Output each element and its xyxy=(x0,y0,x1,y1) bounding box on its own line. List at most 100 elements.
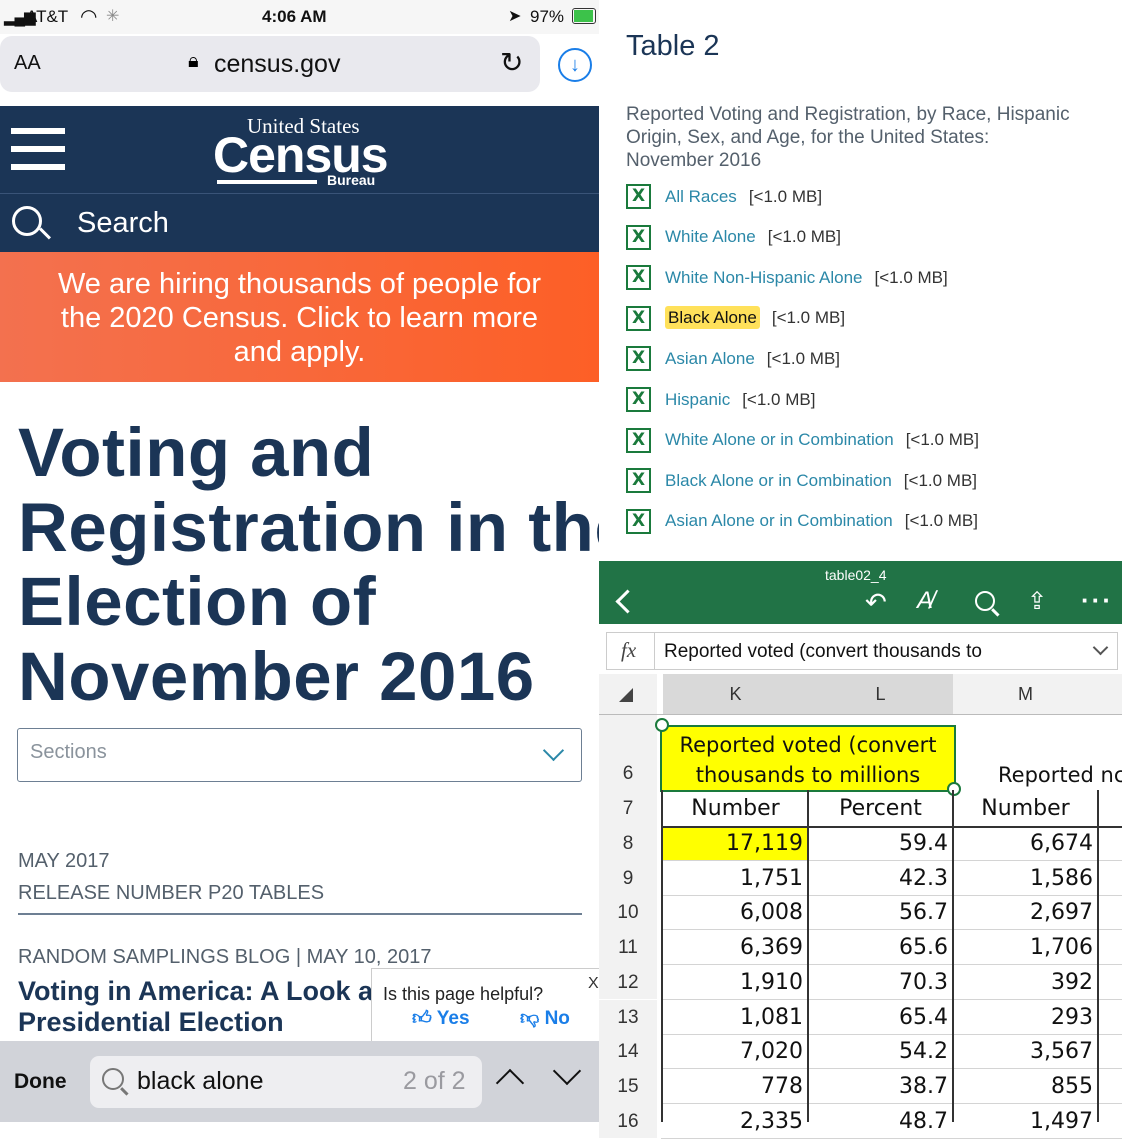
cell-m[interactable]: 392 xyxy=(1051,969,1093,995)
file-link[interactable]: Hispanic xyxy=(665,389,731,409)
cell-l[interactable]: 65.6 xyxy=(899,935,948,961)
cell-l[interactable]: 48.7 xyxy=(899,1108,948,1134)
row-header-7[interactable]: 7 xyxy=(599,790,657,826)
hamburger-menu-icon[interactable] xyxy=(11,128,65,172)
format-icon[interactable]: A̸ xyxy=(917,587,934,614)
cell-k[interactable]: 2,335 xyxy=(740,1108,803,1134)
cell-m[interactable]: 293 xyxy=(1051,1004,1093,1030)
file-size: [<1.0 MB] xyxy=(766,348,841,368)
blog-title-line-1[interactable]: Voting in America: A Look at xyxy=(18,976,383,1006)
close-icon[interactable]: X xyxy=(588,975,599,992)
file-row[interactable]: X All Races [<1.0 MB] xyxy=(626,184,822,214)
row-header[interactable] xyxy=(599,714,657,724)
selection-handle[interactable] xyxy=(947,782,961,796)
cell-m[interactable]: 1,586 xyxy=(1030,865,1093,891)
search-bar[interactable]: Search xyxy=(0,194,599,252)
file-link[interactable]: White Non-Hispanic Alone xyxy=(665,267,863,287)
selection-handle[interactable] xyxy=(655,718,669,732)
cell-k[interactable]: 1,751 xyxy=(740,865,803,891)
file-row[interactable]: X Asian Alone [<1.0 MB] xyxy=(626,346,840,376)
row-divider xyxy=(661,929,1122,931)
cell-k[interactable]: 6,008 xyxy=(740,900,803,926)
file-name: table02_4 xyxy=(825,567,887,583)
done-button[interactable]: Done xyxy=(14,1070,67,1093)
cell-m[interactable]: 6,674 xyxy=(1030,831,1093,856)
cell-k[interactable]: 1,910 xyxy=(740,969,803,995)
cell-k[interactable]: 1,081 xyxy=(740,1004,803,1030)
cell-l[interactable]: 70.3 xyxy=(899,969,948,995)
file-link[interactable]: White Alone xyxy=(665,227,756,247)
cell-l[interactable]: 56.7 xyxy=(899,900,948,926)
row-header-6[interactable]: 6 xyxy=(599,724,657,790)
hiring-banner[interactable]: We are hiring thousands of people for th… xyxy=(0,252,599,382)
undo-icon[interactable]: ↶ xyxy=(865,587,887,617)
reload-icon[interactable]: ↻ xyxy=(500,47,524,78)
file-row[interactable]: X Asian Alone or in Combination [<1.0 MB] xyxy=(626,508,978,539)
blog-title-line-2[interactable]: Presidential Election xyxy=(18,1007,284,1037)
file-row[interactable]: X White Alone or in Combination [<1.0 MB] xyxy=(626,427,979,458)
row-header[interactable]: 9 xyxy=(599,860,657,896)
row-divider xyxy=(661,1137,1122,1139)
back-icon[interactable] xyxy=(615,589,640,614)
file-row[interactable]: X Black Alone [<1.0 MB] xyxy=(626,305,845,336)
row-header[interactable]: 13 xyxy=(599,999,657,1035)
cell-m[interactable]: 2,697 xyxy=(1030,900,1093,926)
cell-m[interactable]: 1,497 xyxy=(1030,1108,1093,1134)
address-bar[interactable]: AA 🔒︎ census.gov ↻ xyxy=(0,36,540,92)
row-header[interactable]: 12 xyxy=(599,964,657,1000)
cell-k[interactable]: 6,369 xyxy=(740,935,803,961)
file-row[interactable]: X Black Alone or in Combination [<1.0 MB] xyxy=(626,468,977,498)
select-all-corner[interactable] xyxy=(599,674,657,714)
file-link[interactable]: Black Alone xyxy=(665,306,760,330)
file-row[interactable]: X Hispanic [<1.0 MB] xyxy=(626,387,815,417)
sections-dropdown[interactable]: Sections xyxy=(17,728,582,782)
share-icon[interactable]: ⇪ xyxy=(1027,588,1048,615)
cell-k[interactable]: 7,020 xyxy=(740,1039,803,1065)
cell-m[interactable]: 855 xyxy=(1051,1073,1093,1099)
search-icon[interactable] xyxy=(975,591,995,611)
logo-top-text: United States xyxy=(247,114,360,138)
file-link[interactable]: Black Alone or in Combination xyxy=(665,470,892,490)
census-logo[interactable]: United States Census Bureau xyxy=(213,112,389,192)
cell-k[interactable]: 17,119 xyxy=(726,831,803,856)
cell-l[interactable]: 54.2 xyxy=(899,1039,948,1065)
row-header[interactable]: 16 xyxy=(599,1103,657,1139)
chevron-down-icon[interactable] xyxy=(552,1056,582,1086)
chevron-up-icon[interactable] xyxy=(495,1068,525,1098)
text-size-button[interactable]: AA xyxy=(14,52,41,74)
cell-l[interactable]: 38.7 xyxy=(899,1073,948,1099)
row-header[interactable]: 11 xyxy=(599,930,657,965)
row-header[interactable]: 10 xyxy=(599,895,657,931)
excel-file-icon: X xyxy=(626,265,651,291)
row-header[interactable]: 14 xyxy=(599,1034,657,1069)
cell-l[interactable]: 65.4 xyxy=(899,1004,948,1030)
column-header-n[interactable] xyxy=(1098,674,1122,714)
row-header[interactable]: 8 xyxy=(599,826,657,861)
cell-l[interactable]: 42.3 xyxy=(899,865,948,891)
highlighted-cell[interactable] xyxy=(663,827,807,860)
more-icon[interactable]: ··· xyxy=(1081,585,1113,615)
grid-border xyxy=(1097,790,1099,1122)
yes-button[interactable]: 👍︎ Yes xyxy=(412,1007,470,1030)
column-header-l[interactable]: L xyxy=(808,674,953,714)
m-header: Reported nc xyxy=(998,763,1122,787)
column-header-m[interactable]: M xyxy=(953,674,1098,714)
find-input[interactable]: black alone 2 of 2 xyxy=(90,1056,482,1108)
download-icon[interactable]: ↓ xyxy=(558,48,592,82)
formula-bar[interactable]: fx Reported voted (convert thousands to xyxy=(606,632,1118,670)
file-row[interactable]: X White Alone [<1.0 MB] xyxy=(626,224,841,255)
cell-m[interactable]: 3,567 xyxy=(1030,1039,1093,1065)
merged-header-cell[interactable]: Reported voted (convert thousands to mil… xyxy=(660,725,956,792)
column-header-k[interactable]: K xyxy=(663,674,808,714)
chevron-down-icon[interactable] xyxy=(1092,639,1109,656)
file-link[interactable]: Asian Alone xyxy=(665,348,755,368)
no-button[interactable]: 👎︎ No xyxy=(520,1007,570,1030)
cell-l[interactable]: 59.4 xyxy=(899,831,948,856)
row-header[interactable]: 15 xyxy=(599,1068,657,1104)
cell-m[interactable]: 1,706 xyxy=(1030,935,1093,961)
file-link[interactable]: Asian Alone or in Combination xyxy=(665,511,893,531)
file-link[interactable]: All Races xyxy=(665,186,737,206)
file-row[interactable]: X White Non-Hispanic Alone [<1.0 MB] xyxy=(626,265,948,295)
file-link[interactable]: White Alone or in Combination xyxy=(665,430,894,450)
cell-k[interactable]: 778 xyxy=(761,1073,803,1099)
